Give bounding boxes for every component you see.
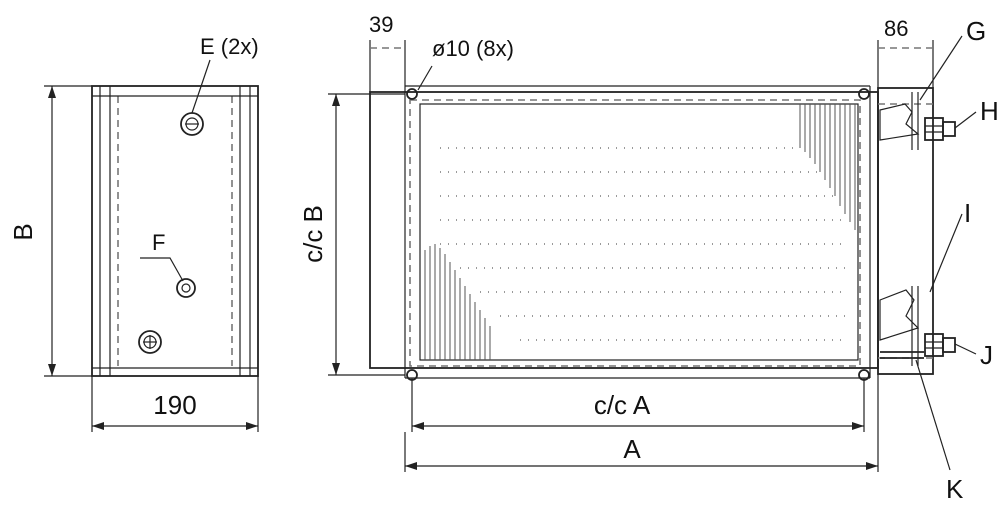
fin-hatch-bottom	[424, 244, 491, 360]
callout-h: H	[980, 96, 999, 126]
callout-g: G	[966, 16, 986, 46]
label-cc-b: c/c B	[298, 205, 328, 263]
dimension-39	[369, 40, 406, 92]
label-hole-spec: ø10 (8x)	[432, 36, 514, 61]
dimension-a	[404, 374, 879, 472]
label-86: 86	[884, 16, 908, 41]
callout-j: J	[980, 340, 993, 370]
label-cc-a: c/c A	[594, 390, 651, 420]
label-connection-e: E (2x)	[200, 34, 259, 59]
dimension-190	[91, 376, 259, 432]
dimension-cc-b	[328, 93, 405, 376]
callout-leaders	[417, 35, 977, 471]
callout-i: I	[964, 198, 971, 228]
dimension-86	[877, 40, 934, 88]
side-view	[91, 59, 259, 377]
dimension-b	[44, 85, 92, 377]
label-a: A	[623, 434, 641, 464]
label-b: B	[8, 223, 38, 240]
fin-rows	[440, 147, 845, 341]
label-connection-f: F	[152, 230, 165, 255]
callout-k: K	[946, 474, 964, 504]
dimension-cc-a	[411, 378, 865, 432]
front-view	[369, 85, 934, 381]
label-39: 39	[369, 12, 393, 37]
header-details	[879, 92, 956, 366]
fin-hatch-top	[799, 104, 856, 230]
label-190: 190	[153, 390, 196, 420]
